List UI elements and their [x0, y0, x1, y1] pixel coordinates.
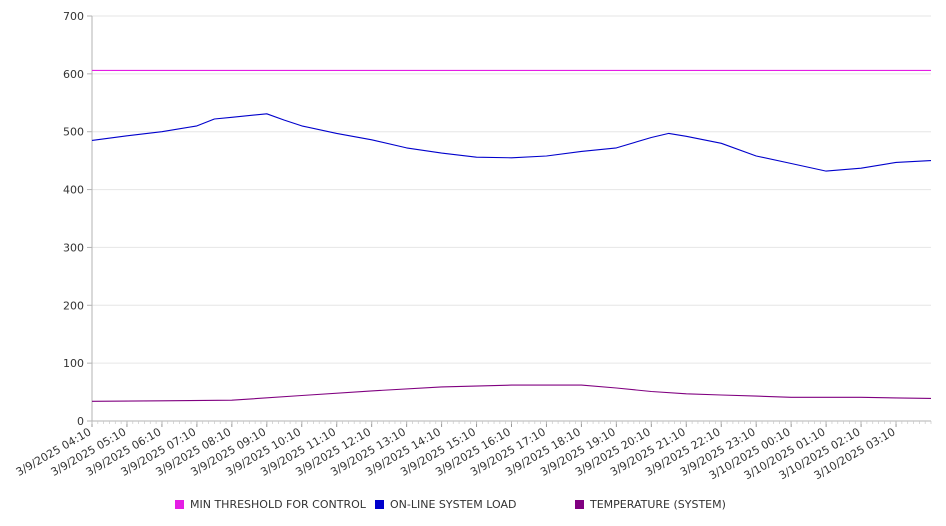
axes — [91, 16, 932, 424]
legend-swatch-temperature — [575, 500, 584, 509]
y-tick-label-600: 600 — [63, 68, 84, 81]
legend-item-min-threshold[interactable]: MIN THRESHOLD FOR CONTROL — [175, 498, 366, 511]
legend-label-min-threshold: MIN THRESHOLD FOR CONTROL — [190, 498, 366, 511]
y-tick-label-400: 400 — [63, 184, 84, 197]
legend-swatch-min-threshold — [175, 500, 184, 509]
x-minor-ticks — [91, 421, 932, 424]
y-tick-label-500: 500 — [63, 126, 84, 139]
gridlines — [92, 15, 931, 364]
x-axis-ticks: 3/9/2025 04:103/9/2025 05:103/9/2025 06:… — [14, 421, 898, 482]
y-tick-label-100: 100 — [63, 357, 84, 370]
y-tick-label-700: 700 — [63, 10, 84, 23]
series-lines — [91, 69, 932, 402]
legend-swatch-system-load — [375, 500, 384, 509]
y-axis-ticks: 0 100 200 300 400 500 600 700 — [63, 10, 92, 428]
series-line-1 — [91, 113, 932, 172]
series-line-2 — [91, 384, 932, 402]
y-tick-label-0: 0 — [77, 415, 84, 428]
legend: MIN THRESHOLD FOR CONTROL ON-LINE SYSTEM… — [0, 498, 946, 514]
y-tick-label-300: 300 — [63, 241, 84, 254]
legend-item-temperature[interactable]: TEMPERATURE (SYSTEM) — [575, 498, 726, 511]
legend-label-system-load: ON-LINE SYSTEM LOAD — [390, 498, 517, 511]
legend-label-temperature: TEMPERATURE (SYSTEM) — [590, 498, 726, 511]
legend-item-system-load[interactable]: ON-LINE SYSTEM LOAD — [375, 498, 516, 511]
y-tick-label-200: 200 — [63, 299, 84, 312]
